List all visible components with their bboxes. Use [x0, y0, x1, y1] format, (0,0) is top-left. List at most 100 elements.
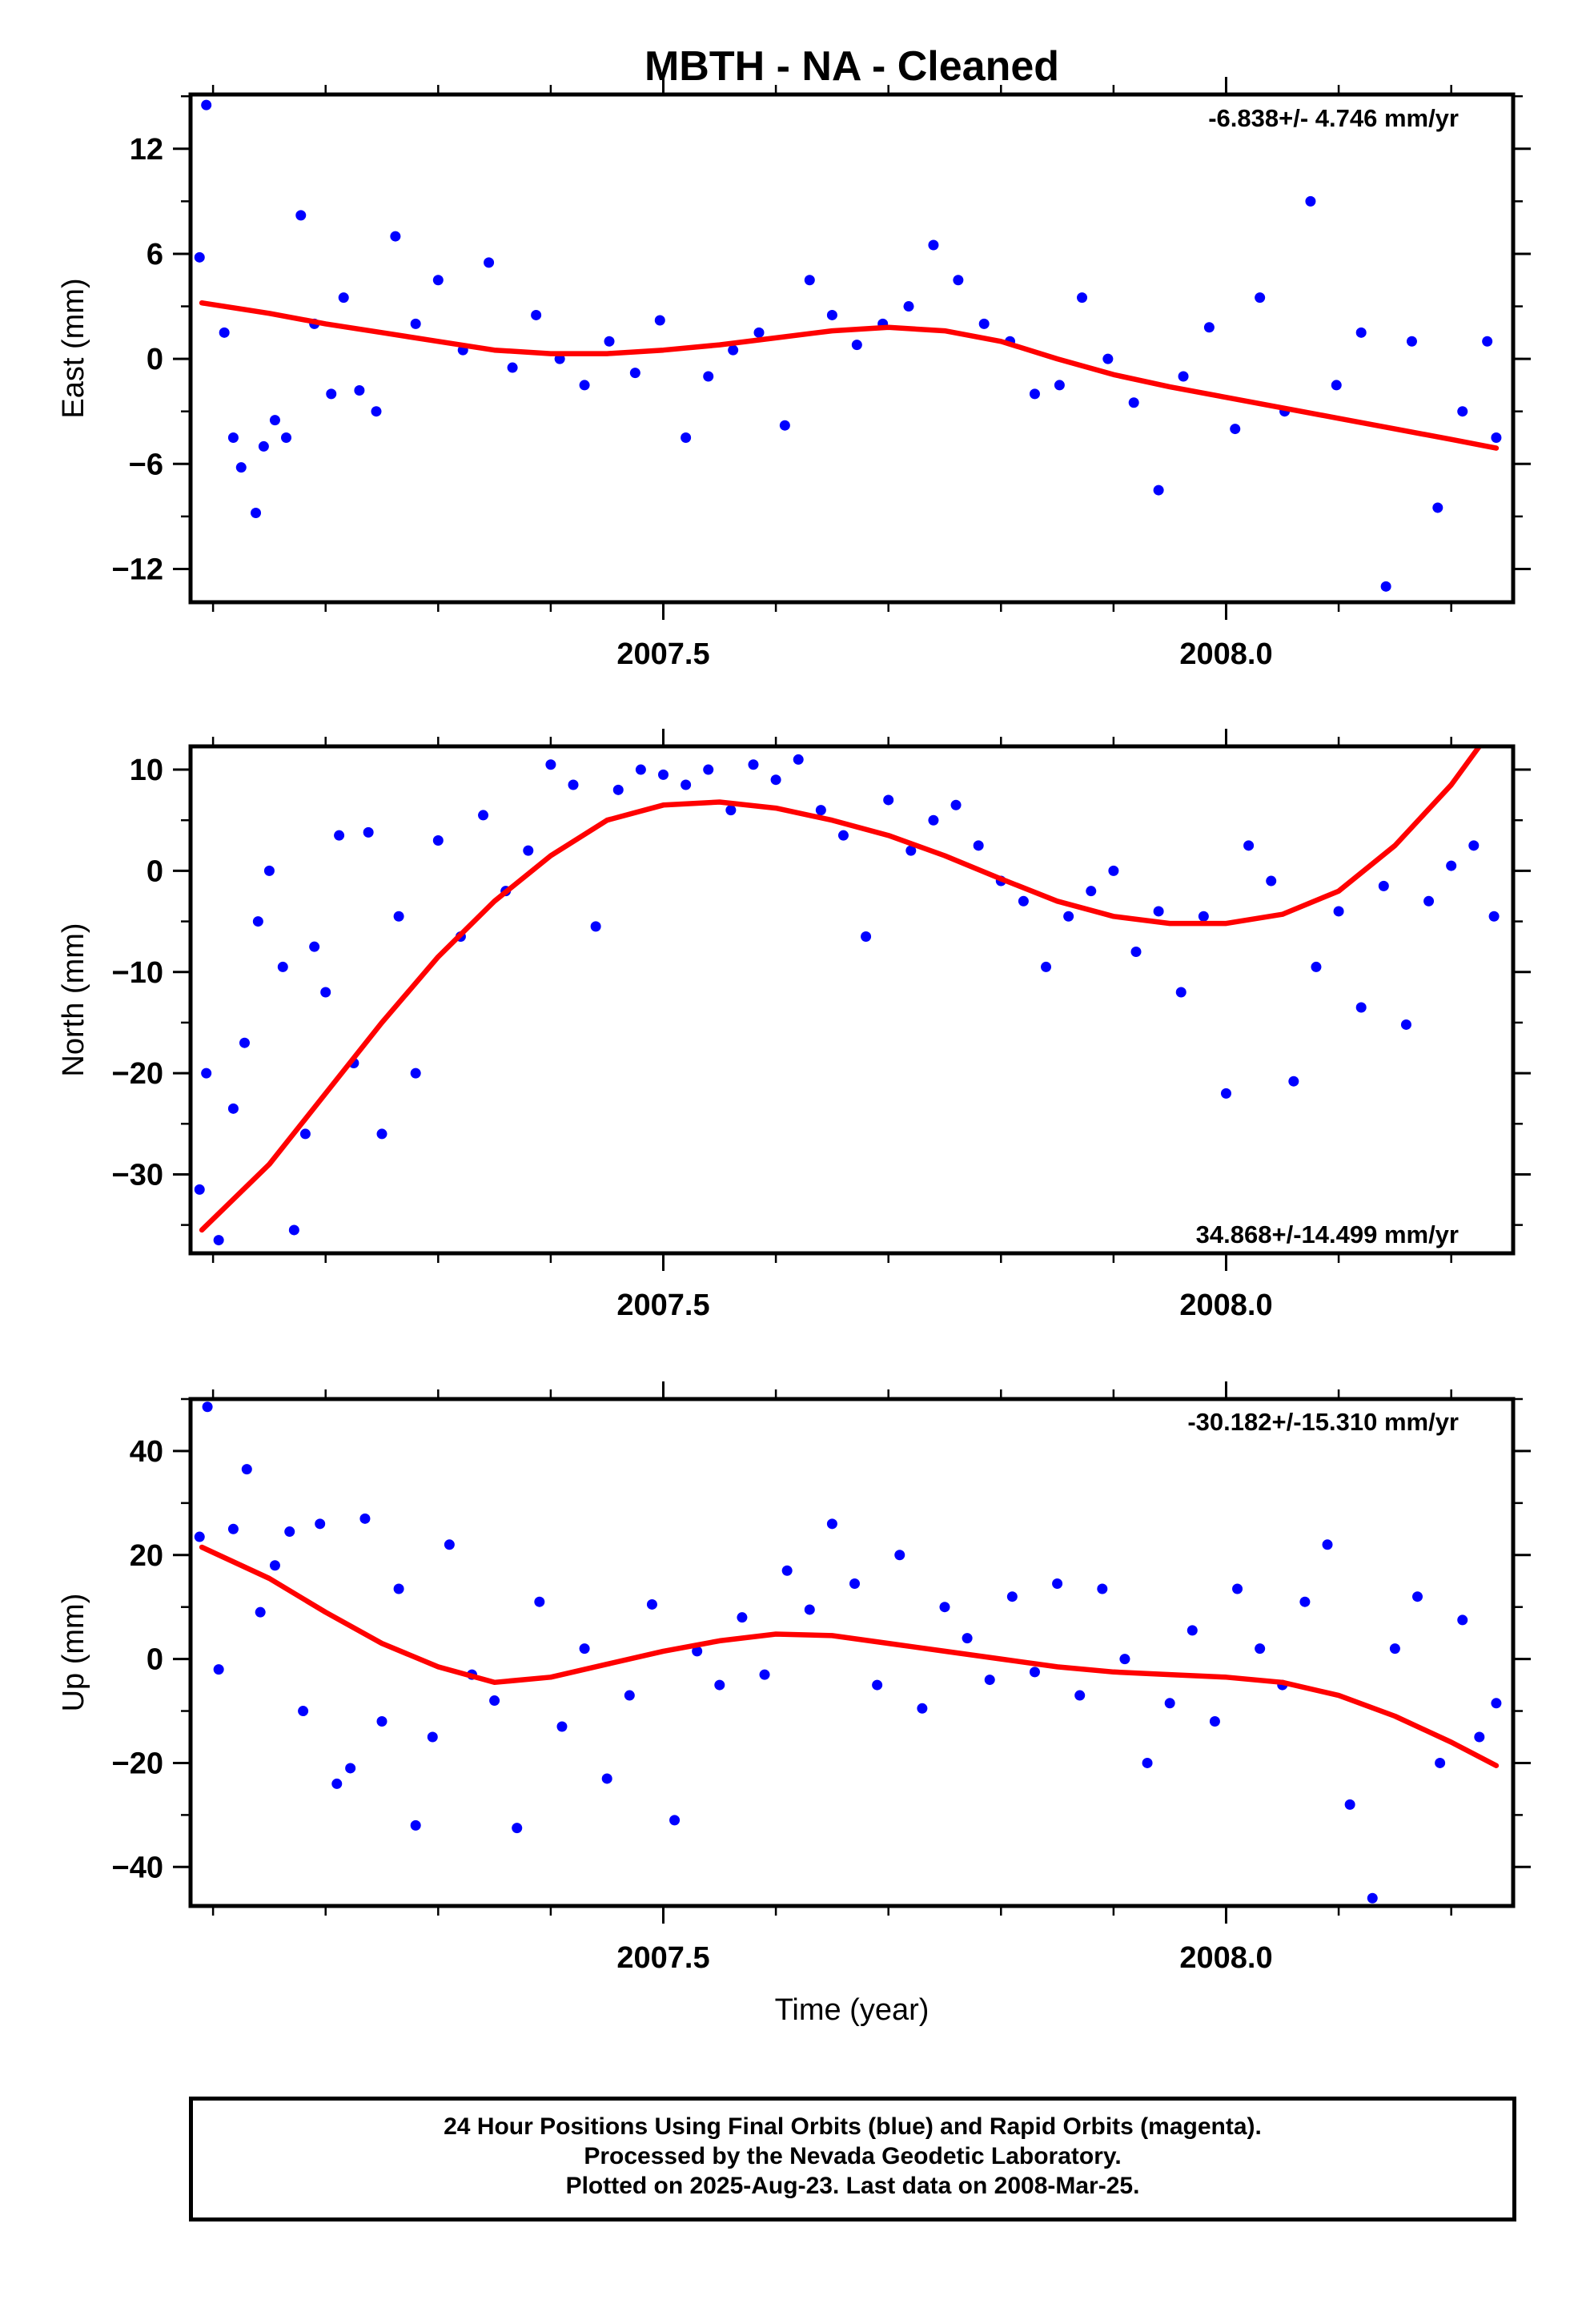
- data-point: [1367, 1892, 1378, 1904]
- data-point: [1355, 327, 1367, 338]
- data-point: [658, 769, 669, 780]
- data-point: [309, 941, 320, 952]
- data-point: [1153, 485, 1164, 496]
- footer-line-3: Plotted on 2025-Aug-23. Last data on 200…: [565, 2173, 1140, 2199]
- data-point: [815, 805, 826, 816]
- data-point: [781, 1565, 793, 1576]
- data-point: [1203, 322, 1215, 333]
- data-point: [1482, 336, 1493, 347]
- data-point: [227, 1523, 239, 1534]
- data-point: [1266, 875, 1277, 887]
- data-point: [1380, 581, 1391, 592]
- panel-2: −30 −20 −10 0 10 2007.5 2008.0 North (mm) 34.868…: [57, 729, 1531, 1322]
- fit-curve: [199, 1544, 1500, 1768]
- data-point: [1331, 380, 1342, 391]
- data-point: [1344, 1799, 1355, 1810]
- data-point: [894, 1550, 905, 1561]
- rate-annotation: 34.868+/-14.499 mm/yr: [1196, 1220, 1459, 1248]
- data-point: [624, 1690, 635, 1701]
- x-tick-label: 2008.0: [1179, 637, 1272, 671]
- data-point: [1288, 1076, 1299, 1087]
- data-point: [1178, 371, 1189, 382]
- data-point: [1406, 336, 1417, 347]
- data-point: [681, 432, 692, 443]
- data-point: [315, 1518, 326, 1530]
- x-axis-label: Time (year): [775, 1993, 930, 2027]
- data-point: [484, 257, 495, 268]
- data-point: [334, 830, 345, 841]
- data-point: [213, 1664, 224, 1675]
- data-point: [252, 916, 263, 927]
- data-point: [1074, 1690, 1086, 1701]
- data-point: [1029, 1667, 1040, 1678]
- data-point: [1333, 906, 1344, 917]
- data-point: [263, 865, 275, 876]
- data-point: [1299, 1596, 1311, 1607]
- data-point: [851, 340, 862, 351]
- data-point: [883, 794, 894, 806]
- data-point: [703, 371, 714, 382]
- fit-curve: [199, 300, 1500, 451]
- data-point: [284, 1526, 295, 1538]
- y-tick-label: −12: [112, 553, 163, 586]
- data-point: [1006, 1591, 1018, 1602]
- data-point: [1063, 911, 1074, 922]
- data-point: [345, 1763, 356, 1774]
- data-point: [1432, 502, 1443, 513]
- data-point: [953, 275, 964, 286]
- data-point: [1488, 911, 1500, 922]
- data-point: [714, 1679, 725, 1691]
- data-point: [432, 275, 444, 286]
- data-point: [320, 987, 331, 998]
- y-tick-label: −6: [129, 448, 163, 481]
- x-tick-label: 2008.0: [1179, 1941, 1272, 1975]
- data-point: [202, 1401, 213, 1413]
- data-point: [410, 1819, 421, 1831]
- data-point: [194, 1531, 205, 1542]
- data-point: [1400, 1019, 1411, 1030]
- y-tick-label: 40: [130, 1435, 163, 1469]
- data-point: [390, 231, 401, 242]
- data-point: [604, 336, 615, 347]
- data-point: [669, 1815, 681, 1826]
- panel-3: −40 −20 0 20 40 2007.5 2008.0 Up (mm) -30.182+/-…: [57, 1381, 1531, 2027]
- data-point: [748, 759, 759, 770]
- data-point: [258, 440, 269, 452]
- data-point: [579, 1643, 590, 1655]
- data-point: [1255, 1643, 1266, 1655]
- data-point: [849, 1578, 861, 1589]
- data-point: [1230, 424, 1241, 435]
- data-point: [1186, 1625, 1198, 1636]
- data-point: [861, 931, 872, 943]
- data-point: [338, 292, 349, 304]
- data-point: [478, 810, 489, 821]
- data-point: [826, 1518, 837, 1530]
- rate-annotation: -6.838+/- 4.746 mm/yr: [1208, 104, 1459, 132]
- data-point: [251, 508, 262, 519]
- footer-legend-box: 24 Hour Positions Using Final Orbits (bl…: [189, 2097, 1516, 2221]
- data-point: [635, 764, 646, 775]
- data-point: [1491, 432, 1502, 443]
- rate-annotation: -30.182+/-15.310 mm/yr: [1187, 1408, 1459, 1436]
- x-tick-label: 2007.5: [616, 1941, 709, 1975]
- data-point: [393, 911, 404, 922]
- y-tick-label: 0: [147, 1643, 163, 1677]
- data-point: [554, 353, 565, 364]
- data-point: [241, 1464, 252, 1475]
- data-point: [1322, 1539, 1333, 1550]
- data-point: [393, 1583, 404, 1594]
- plot-area: [194, 1401, 1502, 1904]
- data-point: [410, 1068, 421, 1079]
- data-point: [427, 1731, 438, 1743]
- chart-title: MBTH - NA - Cleaned: [644, 43, 1059, 90]
- panel-frame: [188, 92, 1516, 605]
- data-point: [545, 759, 556, 770]
- data-point: [579, 380, 590, 391]
- data-point: [331, 1778, 343, 1789]
- plot-area: [194, 746, 1500, 1246]
- fit-curve: [199, 746, 1483, 1233]
- data-point: [928, 814, 939, 826]
- data-point: [1119, 1654, 1130, 1665]
- data-point: [219, 327, 230, 338]
- data-point: [779, 420, 790, 431]
